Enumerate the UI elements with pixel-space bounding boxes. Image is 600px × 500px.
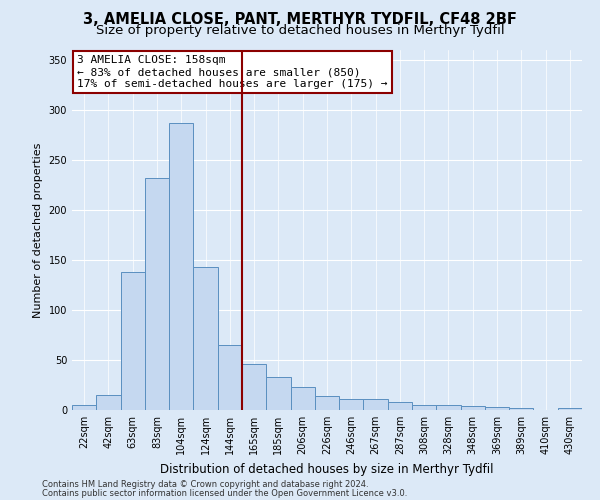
Bar bbox=[169, 123, 193, 410]
Bar bbox=[96, 395, 121, 410]
X-axis label: Distribution of detached houses by size in Merthyr Tydfil: Distribution of detached houses by size … bbox=[160, 462, 494, 475]
Bar bbox=[315, 396, 339, 410]
Bar bbox=[193, 267, 218, 410]
Bar bbox=[558, 408, 582, 410]
Bar bbox=[121, 272, 145, 410]
Bar bbox=[72, 405, 96, 410]
Y-axis label: Number of detached properties: Number of detached properties bbox=[33, 142, 43, 318]
Text: 3 AMELIA CLOSE: 158sqm
← 83% of detached houses are smaller (850)
17% of semi-de: 3 AMELIA CLOSE: 158sqm ← 83% of detached… bbox=[77, 56, 388, 88]
Bar bbox=[145, 178, 169, 410]
Bar bbox=[242, 364, 266, 410]
Bar bbox=[290, 387, 315, 410]
Bar bbox=[485, 407, 509, 410]
Text: 3, AMELIA CLOSE, PANT, MERTHYR TYDFIL, CF48 2BF: 3, AMELIA CLOSE, PANT, MERTHYR TYDFIL, C… bbox=[83, 12, 517, 28]
Text: Contains public sector information licensed under the Open Government Licence v3: Contains public sector information licen… bbox=[42, 488, 407, 498]
Bar bbox=[218, 345, 242, 410]
Bar bbox=[412, 405, 436, 410]
Bar bbox=[266, 377, 290, 410]
Bar bbox=[364, 399, 388, 410]
Bar bbox=[436, 405, 461, 410]
Bar bbox=[388, 402, 412, 410]
Text: Size of property relative to detached houses in Merthyr Tydfil: Size of property relative to detached ho… bbox=[95, 24, 505, 37]
Bar bbox=[339, 399, 364, 410]
Bar bbox=[509, 408, 533, 410]
Bar bbox=[461, 406, 485, 410]
Text: Contains HM Land Registry data © Crown copyright and database right 2024.: Contains HM Land Registry data © Crown c… bbox=[42, 480, 368, 489]
